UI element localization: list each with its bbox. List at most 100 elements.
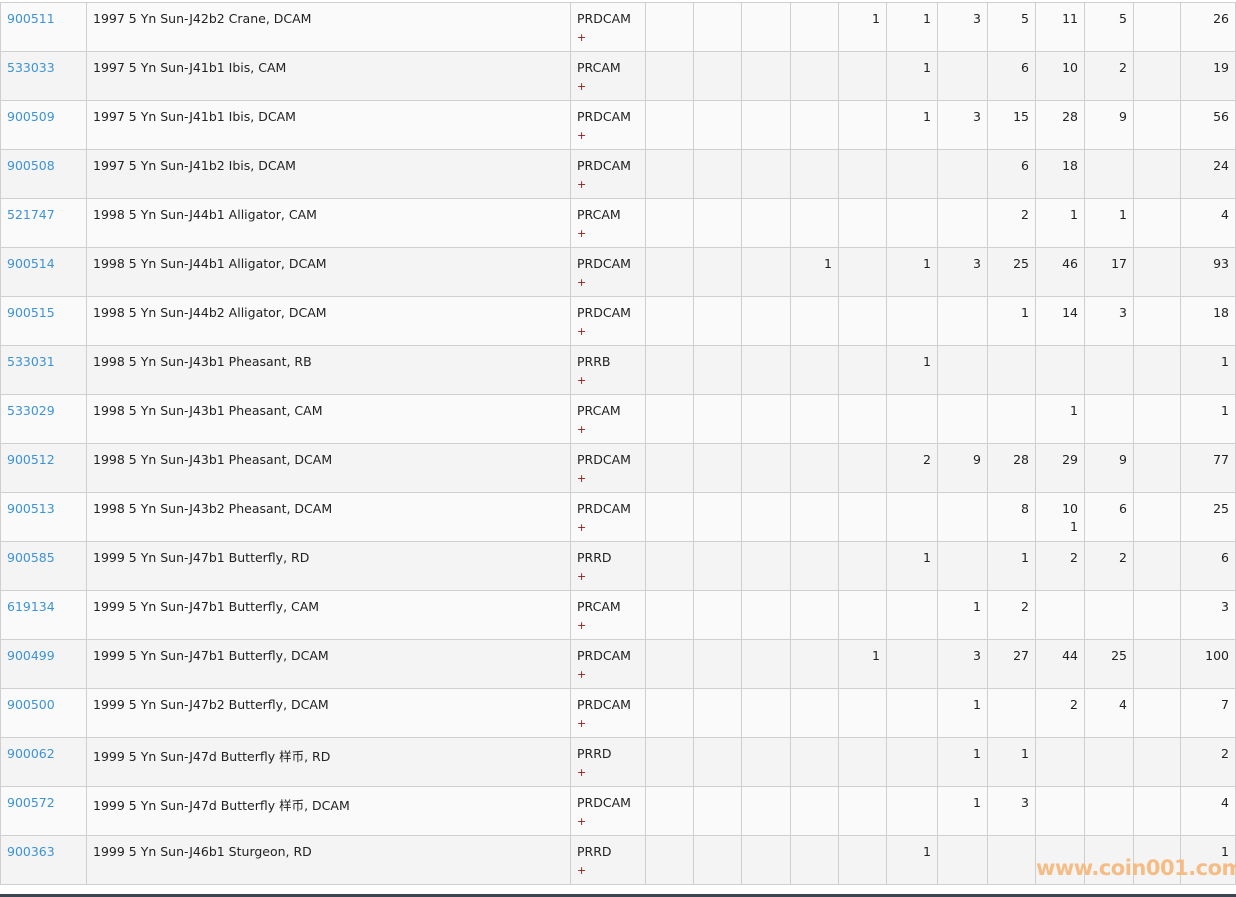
grade-cell: PRDCAM + (570, 786, 646, 836)
plus-link[interactable]: + (577, 619, 587, 632)
table-row: 900572 1999 5 Yn Sun-J47d Butterfly 样币, D… (0, 786, 1236, 836)
plus-link[interactable]: + (577, 227, 587, 240)
coin-id-cell: 900585 (0, 541, 87, 591)
count-cell (838, 590, 887, 640)
plus-link[interactable]: + (577, 717, 587, 730)
count-value: 1 (923, 109, 931, 124)
table-row: 900500 1999 5 Yn Sun-J47b2 Butterfly, DCA… (0, 688, 1236, 738)
count-cell (1084, 786, 1134, 836)
count-value: 46 (1062, 256, 1078, 271)
count-cell: 10 (1035, 51, 1085, 101)
table-row: 900509 1997 5 Yn Sun-J41b1 Ibis, DCAM PRDC… (0, 100, 1236, 150)
count-value: 2 (1021, 207, 1029, 222)
count-cell (693, 688, 742, 738)
plus-link[interactable]: + (577, 864, 587, 877)
coin-id-link[interactable]: 619134 (7, 599, 55, 614)
count-value: 6 (1021, 60, 1029, 75)
description-cell: 1997 5 Yn Sun-J41b1 Ibis, DCAM (86, 100, 571, 150)
count-cell: 28 (987, 443, 1036, 493)
count-cell (790, 149, 839, 199)
plus-link[interactable]: + (577, 815, 587, 828)
description-cell: 1998 5 Yn Sun-J44b2 Alligator, DCAM (86, 296, 571, 346)
grade-label: PRDCAM (577, 452, 631, 467)
coin-id-cell: 900508 (0, 149, 87, 199)
count-cell (1133, 2, 1181, 52)
count-cell (741, 590, 791, 640)
plus-link[interactable]: + (577, 766, 587, 779)
count-cell (1133, 688, 1181, 738)
plus-link[interactable]: + (577, 129, 587, 142)
count-cell (693, 786, 742, 836)
description-cell: 1999 5 Yn Sun-J47d Butterfly 样币, DCAM (86, 786, 571, 836)
total-cell: 3 (1180, 590, 1236, 640)
plus-link[interactable]: + (577, 570, 587, 583)
count-cell (693, 737, 742, 787)
total-cell: 26 (1180, 2, 1236, 52)
count-cell (645, 541, 694, 591)
coin-id-link[interactable]: 900500 (7, 697, 55, 712)
count-cell (790, 2, 839, 52)
count-value: 1 (973, 795, 981, 810)
coin-id-cell: 900511 (0, 2, 87, 52)
plus-link[interactable]: + (577, 325, 587, 338)
coin-id-link[interactable]: 521747 (7, 207, 55, 222)
plus-count: 1 (1070, 519, 1078, 534)
count-cell (1035, 835, 1085, 885)
count-cell: 2 (886, 443, 938, 493)
plus-link[interactable]: + (577, 668, 587, 681)
count-cell: 3 (1084, 296, 1134, 346)
table-row: 900511 1997 5 Yn Sun-J42b2 Crane, DCAM PRD… (0, 2, 1236, 52)
coin-id-link[interactable]: 900062 (7, 746, 55, 761)
count-cell: 25 (987, 247, 1036, 297)
count-cell: 18 (1035, 149, 1085, 199)
coin-id-link[interactable]: 900508 (7, 158, 55, 173)
plus-link[interactable]: + (577, 276, 587, 289)
plus-link[interactable]: + (577, 521, 587, 534)
count-value: 14 (1062, 305, 1078, 320)
plus-link[interactable]: + (577, 472, 587, 485)
count-cell: 3 (937, 247, 988, 297)
grade-cell: PRDCAM + (570, 688, 646, 738)
coin-id-link[interactable]: 900572 (7, 795, 55, 810)
count-cell (1133, 639, 1181, 689)
count-cell: 9 (1084, 443, 1134, 493)
coin-id-cell: 900499 (0, 639, 87, 689)
count-cell (693, 51, 742, 101)
total-cell: 93 (1180, 247, 1236, 297)
count-cell (741, 51, 791, 101)
count-cell: 44 (1035, 639, 1085, 689)
coin-id-link[interactable]: 533031 (7, 354, 55, 369)
count-cell: 27 (987, 639, 1036, 689)
coin-id-link[interactable]: 900509 (7, 109, 55, 124)
coin-id-link[interactable]: 900499 (7, 648, 55, 663)
table-row: 900499 1999 5 Yn Sun-J47b1 Butterfly, DCA… (0, 639, 1236, 689)
coin-id-link[interactable]: 900512 (7, 452, 55, 467)
coin-id-link[interactable]: 900515 (7, 305, 55, 320)
coin-id-link[interactable]: 900363 (7, 844, 55, 859)
count-cell (693, 835, 742, 885)
count-cell (838, 394, 887, 444)
coin-id-link[interactable]: 900513 (7, 501, 55, 516)
count-cell (937, 835, 988, 885)
grade-cell: PRRD + (570, 541, 646, 591)
coin-id-link[interactable]: 900511 (7, 11, 55, 26)
count-value: 27 (1013, 648, 1029, 663)
count-cell (790, 492, 839, 542)
plus-link[interactable]: + (577, 178, 587, 191)
count-cell: 1 (987, 737, 1036, 787)
plus-link[interactable]: + (577, 374, 587, 387)
count-value: 6 (1021, 158, 1029, 173)
plus-link[interactable]: + (577, 80, 587, 93)
count-value: 3 (973, 11, 981, 26)
total-cell: 6 (1180, 541, 1236, 591)
plus-link[interactable]: + (577, 31, 587, 44)
coin-id-link[interactable]: 900514 (7, 256, 55, 271)
coin-id-link[interactable]: 533029 (7, 403, 55, 418)
count-cell: 1 (937, 737, 988, 787)
count-cell (1133, 492, 1181, 542)
count-cell: 14 (1035, 296, 1085, 346)
plus-link[interactable]: + (577, 423, 587, 436)
coin-id-link[interactable]: 533033 (7, 60, 55, 75)
coin-id-link[interactable]: 900585 (7, 550, 55, 565)
